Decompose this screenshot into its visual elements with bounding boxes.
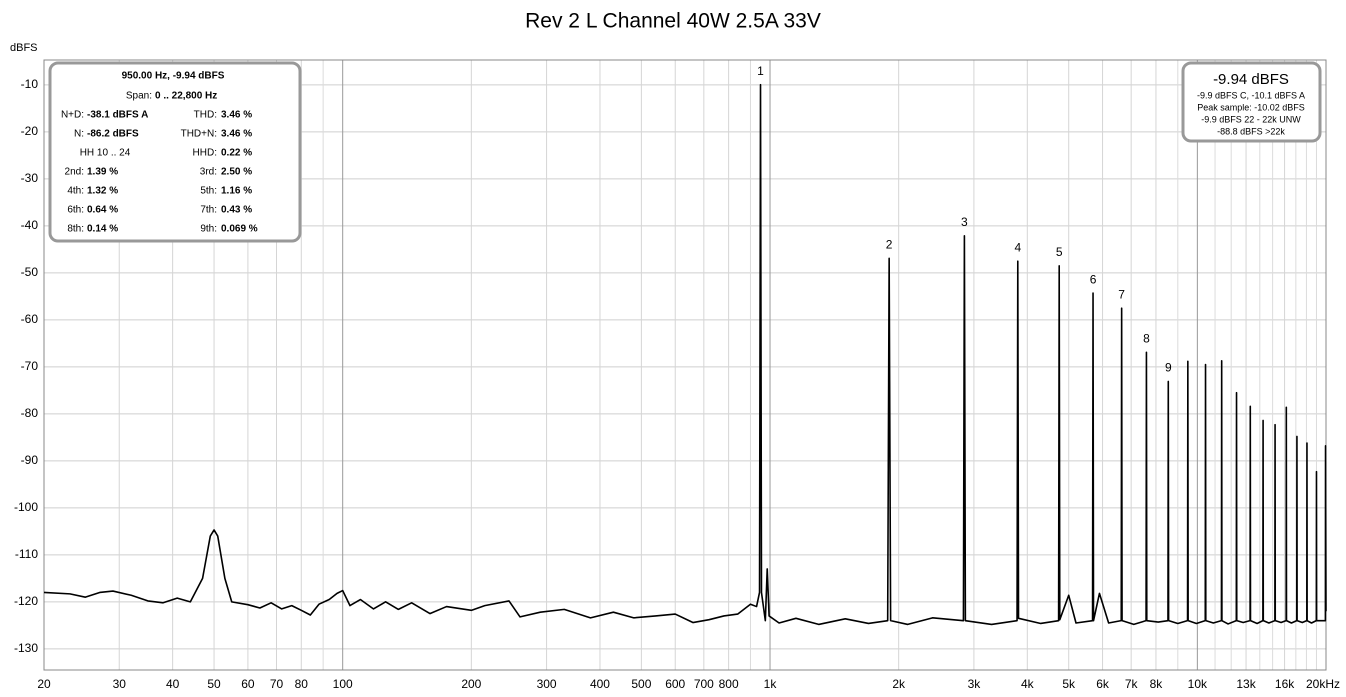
plot: 1 2 3 4 5 6 7 8 9: [43, 64, 1327, 626]
info-span-label: Span:: [126, 91, 152, 102]
y-tick-label: -20: [21, 124, 39, 138]
info-value: 0.22 %: [221, 148, 252, 159]
info-value: 0.14 %: [87, 224, 118, 235]
y-tick-label: -60: [21, 312, 39, 326]
harmonic-label: 8: [1143, 331, 1150, 345]
level-box: [1181, 61, 1322, 143]
y-tick-label: -120: [14, 594, 38, 608]
x-tick-label: 4k: [1021, 677, 1035, 691]
harmonic-label: 5: [1056, 245, 1063, 259]
info-label: N:: [74, 129, 84, 140]
info-label: THD:: [194, 110, 217, 121]
x-tick-label: 8k: [1150, 677, 1164, 691]
level-value: -9.94 dBFS: [1213, 71, 1289, 88]
level-line: -9.9 dBFS C, -10.1 dBFS A: [1197, 90, 1305, 100]
y-tick-label: -130: [14, 641, 38, 655]
x-tick-label: 50: [207, 677, 221, 691]
info-label: 8th:: [67, 224, 84, 235]
info-value: 1.32 %: [87, 186, 118, 197]
info-value: 0.069 %: [221, 224, 258, 235]
info-value: 1.16 %: [221, 186, 252, 197]
x-tick-label: 20: [37, 677, 51, 691]
x-tick-label: 6k: [1096, 677, 1110, 691]
info-value: 0.64 %: [87, 205, 118, 216]
info-label: 6th:: [67, 205, 84, 216]
y-axis-label: dBFS: [10, 42, 38, 54]
info-label: 5th:: [200, 186, 217, 197]
level-line: -9.9 dBFS 22 - 22k UNW: [1201, 114, 1301, 124]
level-line: Peak sample: -10.02 dBFS: [1197, 102, 1305, 112]
x-tick-label: 60: [241, 677, 255, 691]
x-tick-label: 1k: [764, 677, 778, 691]
y-tick-label: -40: [21, 218, 39, 232]
x-tick-label: 500: [631, 677, 651, 691]
y-tick-label: -50: [21, 265, 39, 279]
x-tick-label: 700: [694, 677, 714, 691]
x-tick-label: 300: [537, 677, 557, 691]
y-tick-label: -90: [21, 453, 39, 467]
y-tick-label: -70: [21, 359, 39, 373]
info-label: HHD:: [193, 148, 217, 159]
plot-frame: [43, 59, 1327, 671]
info-span-value: 0 .. 22,800 Hz: [155, 91, 217, 102]
y-tick-label: -100: [14, 500, 38, 514]
x-tick-label: 2k: [892, 677, 906, 691]
x-tick-label: 70: [270, 677, 284, 691]
info-value: -38.1 dBFS A: [87, 110, 148, 121]
info-value: 3.46 %: [221, 110, 252, 121]
info-label: 4th:: [67, 186, 84, 197]
harmonic-label: 4: [1014, 240, 1021, 254]
y-tick-label: -110: [15, 547, 38, 561]
x-tick-label: 13k: [1236, 677, 1256, 691]
info-label: HH 10 .. 24: [80, 148, 131, 159]
harmonic-label: 9: [1165, 361, 1172, 375]
x-tick-label: 7k: [1125, 677, 1139, 691]
info-label: 3rd:: [200, 167, 217, 178]
info-value: -86.2 dBFS: [87, 129, 139, 140]
x-tick-label: 10k: [1188, 677, 1208, 691]
x-tick-label: 800: [719, 677, 739, 691]
y-tick-label: -10: [21, 77, 39, 91]
x-tick-label: 100: [333, 677, 353, 691]
y-tick-label: -80: [21, 406, 39, 420]
x-tick-label: 30: [113, 677, 127, 691]
x-tick-label: 400: [590, 677, 610, 691]
info-box: [48, 61, 302, 243]
info-label: 7th:: [200, 205, 217, 216]
x-tick-label: 200: [461, 677, 481, 691]
x-tick-label: 5k: [1062, 677, 1076, 691]
x-tick-label: 600: [665, 677, 685, 691]
harmonic-label: 6: [1090, 272, 1097, 286]
info-value: 1.39 %: [87, 167, 118, 178]
info-header: 950.00 Hz, -9.94 dBFS: [122, 71, 225, 82]
level-line: -88.8 dBFS >22k: [1217, 126, 1285, 136]
spectrum-line: [43, 83, 1327, 626]
info-label: 2nd:: [65, 167, 84, 178]
x-tick-label: 16k: [1275, 677, 1295, 691]
info-label: THD+N:: [181, 129, 217, 140]
chart-title: Rev 2 L Channel 40W 2.5A 33V: [525, 10, 821, 33]
harmonic-label: 2: [886, 237, 893, 251]
info-label: 9th:: [200, 224, 217, 235]
x-tick-label: 40: [166, 677, 180, 691]
info-value: 3.46 %: [221, 129, 252, 140]
info-value: 2.50 %: [221, 167, 252, 178]
info-label: N+D:: [61, 110, 84, 121]
x-tick-label: 3k: [968, 677, 982, 691]
harmonic-label: 3: [961, 215, 968, 229]
x-tick-label: 20kHz: [1306, 677, 1340, 691]
harmonic-label: 1: [757, 64, 764, 78]
x-tick-label: 80: [295, 677, 309, 691]
info-value: 0.43 %: [221, 205, 252, 216]
harmonic-label: 7: [1118, 287, 1125, 301]
y-tick-label: -30: [21, 171, 39, 185]
boxes: 950.00 Hz, -9.94 dBFS Span: 0 .. 22,800 Hz…: [48, 61, 1322, 243]
